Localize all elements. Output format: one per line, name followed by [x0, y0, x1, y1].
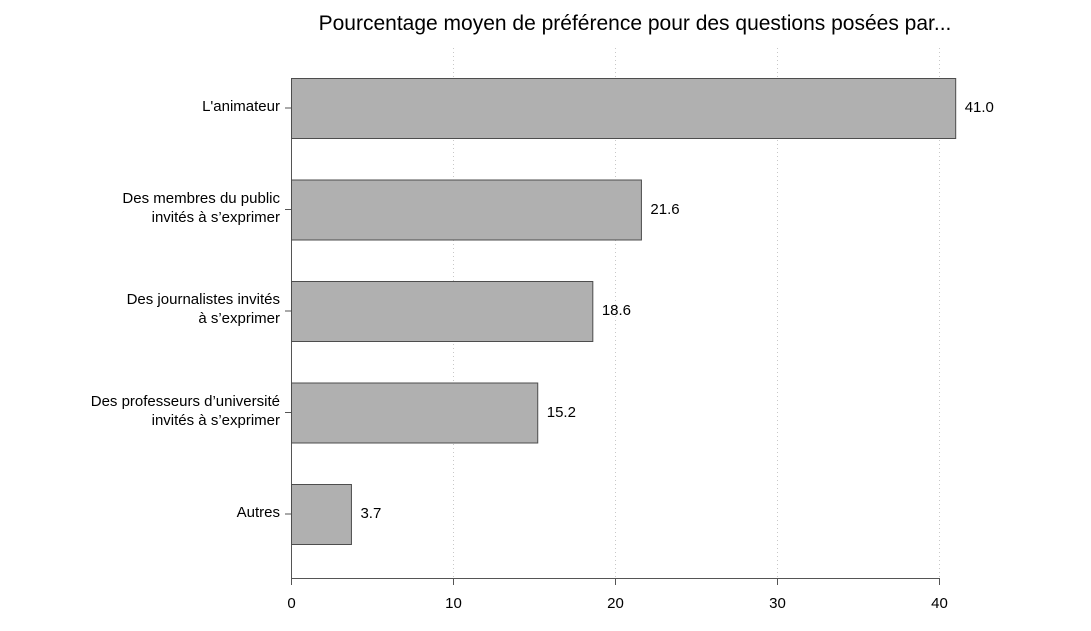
category-label: Des professeurs d’université invités à s…	[90, 392, 280, 429]
category-label: Autres	[236, 503, 280, 521]
x-tick-label: 10	[445, 595, 462, 612]
bar-2	[291, 281, 594, 342]
value-label: 15.2	[546, 403, 576, 421]
chart-title: Pourcentage moyen de préférence pour des…	[318, 12, 952, 35]
category-label: Des journalistes invités à s’exprimer	[126, 291, 280, 327]
x-tick-label: 0	[287, 595, 296, 612]
category-label: L'animateur	[202, 97, 280, 115]
category-label: Des membres du public invités à s’exprim…	[122, 189, 280, 226]
x-tick-label: 20	[607, 595, 624, 612]
value-label: 18.6	[601, 302, 632, 319]
x-tick-label: 30	[769, 595, 786, 612]
bar-4	[291, 484, 352, 545]
bar-1	[291, 179, 642, 241]
value-label: 41.0	[964, 99, 994, 116]
value-label: 21.6	[650, 200, 680, 218]
value-label: 3.7	[360, 505, 382, 522]
x-tick-label: 40	[931, 595, 948, 612]
bar-3	[291, 382, 539, 444]
bar-0	[291, 78, 957, 139]
